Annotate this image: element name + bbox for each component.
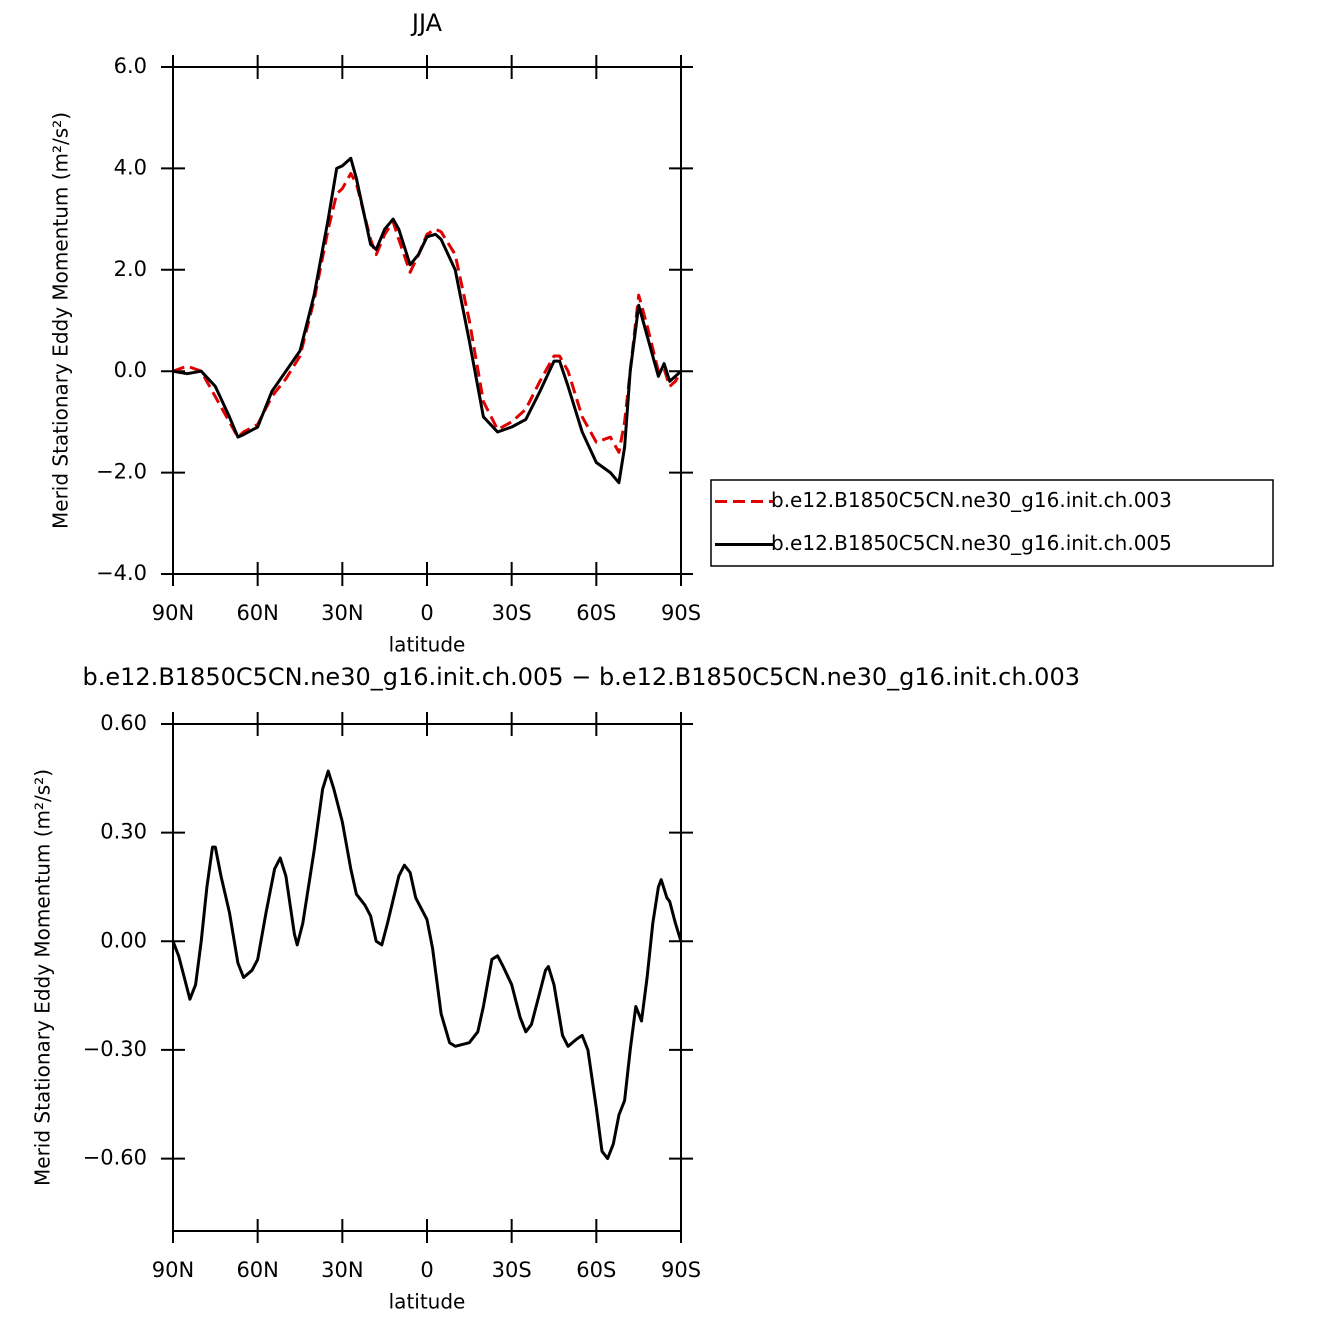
y-tick-label: −0.60 [83,1146,147,1170]
x-tick-label: 60N [236,601,278,625]
series-line [173,156,681,485]
y-tick-label: −2.0 [96,460,147,484]
x-axis-label: latitude [389,1290,466,1314]
chart-title: b.e12.B1850C5CN.ne30_g16.init.ch.005 − b… [83,663,1080,691]
legend-label: b.e12.B1850C5CN.ne30_g16.init.ch.003 [771,488,1172,512]
legend-box [710,479,1274,567]
x-tick-label: 90N [152,1258,194,1282]
x-tick-label: 90S [661,601,701,625]
x-tick-label: 0 [420,601,433,625]
x-tick-label: 90N [152,601,194,625]
y-axis-label: Merid Stationary Eddy Momentum (m²/s²) [49,112,73,529]
y-tick-label: 2.0 [114,257,147,281]
y-tick-label: 6.0 [114,54,147,78]
x-tick-label: 60S [576,1258,616,1282]
plot-frame [172,66,682,575]
y-axis-label: Merid Stationary Eddy Momentum (m²/s²) [31,769,55,1186]
y-tick-label: −4.0 [96,561,147,585]
x-tick-label: 0 [420,1258,433,1282]
x-axis-label: latitude [389,633,466,657]
series-line [173,769,681,1161]
x-tick-label: 30S [492,601,532,625]
y-tick-label: 0.30 [100,820,147,844]
y-tick-label: 0.60 [100,711,147,735]
x-tick-label: 90S [661,1258,701,1282]
plot-frame [172,723,682,1232]
y-tick-label: 0.0 [114,358,147,382]
y-tick-label: 0.00 [100,928,147,952]
x-tick-label: 30N [321,601,363,625]
y-tick-label: 4.0 [114,155,147,179]
legend-label: b.e12.B1850C5CN.ne30_g16.init.ch.005 [771,531,1172,555]
x-tick-label: 60S [576,601,616,625]
chart-title: JJA [410,9,443,37]
x-tick-label: 30S [492,1258,532,1282]
x-tick-label: 60N [236,1258,278,1282]
x-tick-label: 30N [321,1258,363,1282]
series-line [173,172,681,454]
y-tick-label: −0.30 [83,1037,147,1061]
